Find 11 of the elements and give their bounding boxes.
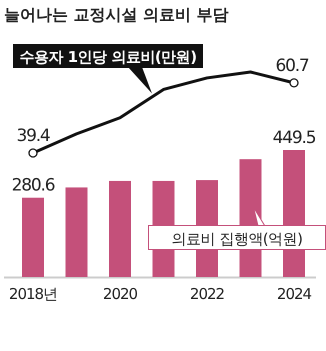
data-label: 449.5 [272, 128, 316, 148]
series-label: 의료비 집행액(억원) [172, 230, 302, 248]
data-label: 39.4 [16, 126, 50, 146]
chart-title: 늘어나는 교정시설 의료비 부담 [4, 5, 229, 24]
x-tick-label: 2024 [276, 285, 312, 303]
x-tick-label: 2022 [190, 285, 225, 303]
data-label: 280.6 [12, 176, 55, 196]
x-tick-label: 2018년 [8, 285, 58, 303]
data-label: 60.7 [275, 56, 309, 76]
x-tick-label: 2020 [102, 285, 138, 303]
series-label: 수용자 1인당 의료비(만원) [19, 48, 197, 66]
